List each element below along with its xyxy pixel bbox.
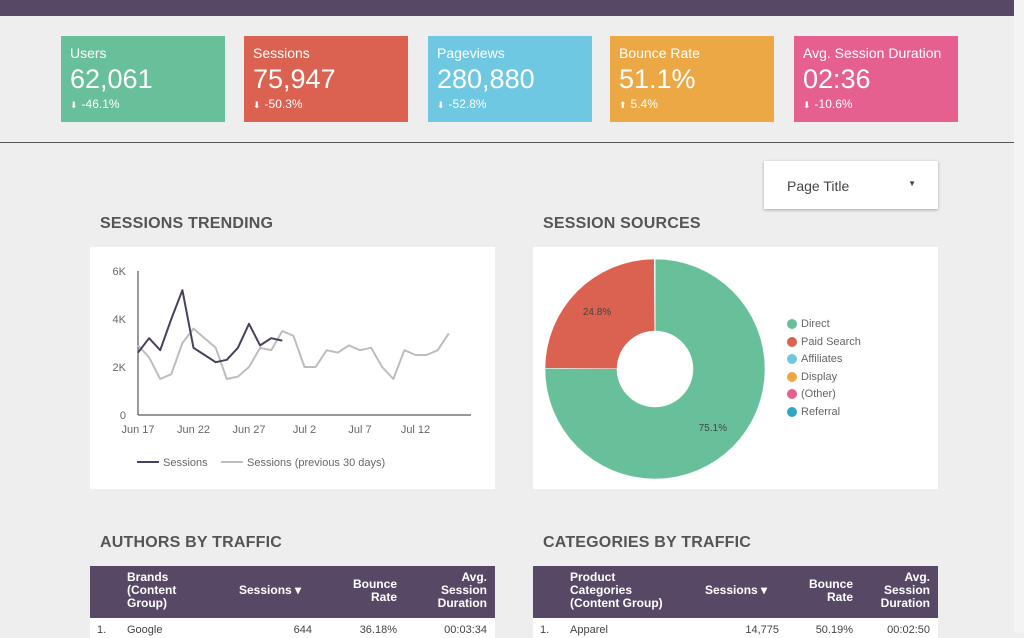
legend-label[interactable]: Referral: [801, 406, 840, 418]
col-header-avg-duration[interactable]: Avg. Session Duration: [870, 571, 930, 610]
legend-label[interactable]: Affiliates: [801, 353, 842, 365]
row-duration: 00:02:50: [870, 624, 930, 636]
kpi-label: Users: [70, 44, 216, 62]
col-header-sessions[interactable]: Sessions ▾: [239, 584, 301, 597]
kpi-change: ⬇-52.8%: [437, 97, 583, 112]
pie-slice-label: 75.1%: [699, 423, 727, 434]
row-bounce: 50.19%: [796, 624, 853, 636]
series-line-previous-30-days: [138, 329, 449, 379]
x-tick-label: Jul 7: [348, 424, 371, 436]
session-sources-chart: 75.1% 24.8%: [533, 247, 938, 489]
legend-dot: [787, 389, 797, 399]
legend-label: Sessions: [163, 457, 208, 469]
kpi-change: ⬇-10.6%: [803, 97, 949, 112]
row-duration: 00:03:34: [427, 624, 487, 636]
y-tick-label: 0: [120, 410, 126, 422]
legend-label[interactable]: (Other): [801, 388, 836, 400]
pie-slice-label: 24.8%: [583, 307, 611, 318]
kpi-change: ⬇-50.3%: [253, 97, 399, 112]
kpi-users[interactable]: Users 62,061 ⬇-46.1%: [61, 36, 225, 122]
kpi-value: 02:36: [803, 63, 949, 95]
table-row[interactable]: 1. Google 644 36.18% 00:03:34: [90, 618, 495, 638]
sessions-trending-title: SESSIONS TRENDING: [100, 215, 273, 233]
col-header-bounce-rate[interactable]: Bounce Rate: [796, 578, 853, 604]
kpi-change: ⬆5.4%: [619, 97, 765, 112]
arrow-up-icon: ⬆: [619, 100, 627, 110]
kpi-value: 280,880: [437, 63, 583, 95]
divider: [0, 142, 1014, 143]
session-sources-panel: 75.1% 24.8% Direct Paid Search Affiliates Di…: [533, 247, 938, 489]
y-tick-label: 6K: [113, 266, 127, 278]
authors-table: Brands (Content Group) Sessions ▾ Bounce…: [90, 566, 495, 638]
table-row[interactable]: 1. Apparel 14,775 50.19% 00:02:50: [533, 618, 938, 638]
caret-down-icon: ▼: [908, 179, 916, 188]
row-name: Google: [127, 624, 162, 636]
legend-dot: [787, 407, 797, 417]
arrow-down-icon: ⬇: [70, 100, 78, 110]
legend-label[interactable]: Display: [801, 371, 837, 383]
kpi-label: Pageviews: [437, 44, 583, 62]
x-tick-label: Jul 12: [401, 424, 430, 436]
kpi-avg-session-duration[interactable]: Avg. Session Duration 02:36 ⬇-10.6%: [794, 36, 958, 122]
row-sessions: 14,775: [729, 624, 779, 636]
arrow-down-icon: ⬇: [803, 100, 811, 110]
legend-dot: [787, 354, 797, 364]
row-bounce: 36.18%: [340, 624, 397, 636]
legend-dot: [787, 319, 797, 329]
legend-label[interactable]: Direct: [801, 318, 830, 330]
page-title-filter-dropdown[interactable]: Page Title ▼: [764, 161, 938, 209]
row-index: 1.: [540, 624, 549, 636]
kpi-label: Sessions: [253, 44, 399, 62]
arrow-down-icon: ⬇: [253, 100, 261, 110]
x-tick-label: Jul 2: [293, 424, 316, 436]
x-tick-label: Jun 22: [177, 424, 210, 436]
col-header-bounce-rate[interactable]: Bounce Rate: [340, 578, 397, 604]
kpi-sessions[interactable]: Sessions 75,947 ⬇-50.3%: [244, 36, 408, 122]
sessions-trending-panel: 6K 4K 2K 0 Jun 17 Jun 22 Jun 27 Jul 2 Jul 7 Jul 1…: [90, 247, 495, 489]
row-sessions: 644: [270, 624, 312, 636]
legend-dot: [787, 337, 797, 347]
kpi-value: 75,947: [253, 63, 399, 95]
kpi-label: Avg. Session Duration: [803, 44, 949, 62]
kpi-change: ⬇-46.1%: [70, 97, 216, 112]
categories-by-traffic-title: CATEGORIES BY TRAFFIC: [543, 534, 751, 552]
kpi-bounce-rate[interactable]: Bounce Rate 51.1% ⬆5.4%: [610, 36, 774, 122]
x-tick-label: Jun 27: [232, 424, 265, 436]
table-header: Product Categories (Content Group) Sessi…: [533, 566, 938, 618]
kpi-value: 62,061: [70, 63, 216, 95]
kpi-value: 51.1%: [619, 63, 765, 95]
col-header-sessions[interactable]: Sessions ▾: [705, 584, 767, 597]
categories-table: Product Categories (Content Group) Sessi…: [533, 566, 938, 638]
col-header-name[interactable]: Brands (Content Group): [127, 571, 189, 610]
authors-by-traffic-title: AUTHORS BY TRAFFIC: [100, 534, 282, 552]
legend-dot: [787, 372, 797, 382]
col-header-name[interactable]: Product Categories (Content Group): [570, 571, 674, 610]
series-line-sessions: [138, 290, 282, 362]
sessions-trending-chart: 6K 4K 2K 0 Jun 17 Jun 22 Jun 27 Jul 2 Jul 7 Jul 1…: [90, 247, 495, 489]
y-tick-label: 4K: [113, 314, 127, 326]
top-bar: [0, 0, 1014, 16]
row-index: 1.: [97, 624, 106, 636]
x-tick-label: Jun 17: [121, 424, 154, 436]
y-tick-label: 2K: [113, 362, 127, 374]
kpi-label: Bounce Rate: [619, 44, 765, 62]
col-header-avg-duration[interactable]: Avg. Session Duration: [427, 571, 487, 610]
row-name: Apparel: [570, 624, 608, 636]
table-header: Brands (Content Group) Sessions ▾ Bounce…: [90, 566, 495, 618]
legend-label[interactable]: Paid Search: [801, 336, 861, 348]
right-strip: [1014, 0, 1024, 633]
session-sources-title: SESSION SOURCES: [543, 215, 701, 233]
dropdown-label: Page Title: [787, 178, 849, 194]
arrow-down-icon: ⬇: [437, 100, 445, 110]
kpi-pageviews[interactable]: Pageviews 280,880 ⬇-52.8%: [428, 36, 592, 122]
legend-label: Sessions (previous 30 days): [247, 457, 385, 469]
